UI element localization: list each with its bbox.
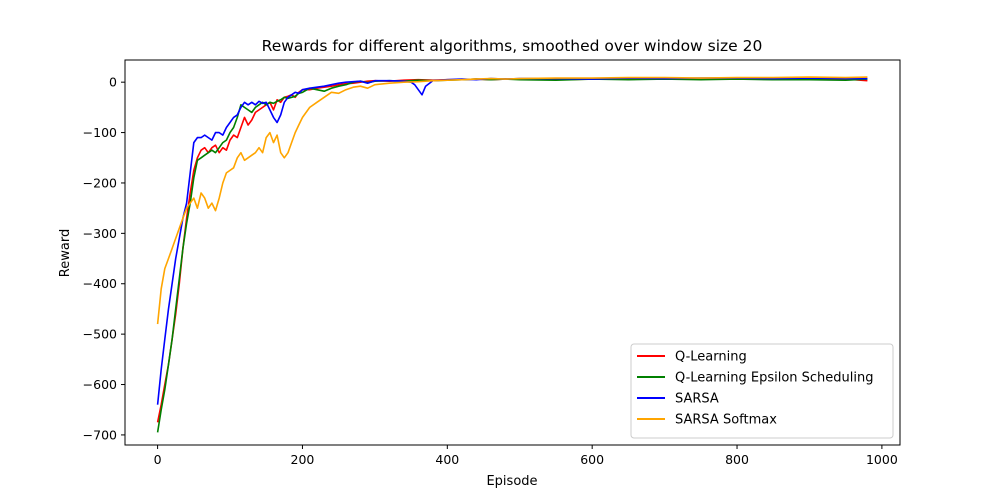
- chart-title: Rewards for different algorithms, smooth…: [262, 37, 763, 55]
- x-tick-label: 1000: [866, 452, 898, 467]
- legend-label: Q-Learning Epsilon Scheduling: [675, 371, 874, 386]
- x-axis: 0 200 400 600 800 1000: [154, 445, 898, 467]
- legend-label: SARSA: [675, 392, 719, 407]
- plot-area: [156, 76, 868, 433]
- plot-frame: [124, 59, 901, 446]
- series-line-3: [156, 76, 868, 325]
- legend: Q-Learning Q-Learning Epsilon Scheduling S…: [630, 343, 894, 439]
- y-tick-label: 0: [109, 75, 117, 90]
- y-axis: −700 −600 −500 −400 −300 −200 −100 0: [83, 75, 125, 442]
- x-tick-label: 0: [154, 452, 162, 467]
- x-axis-label: Episode: [486, 474, 537, 489]
- y-tick-label: −200: [83, 175, 117, 190]
- y-tick-label: −700: [83, 427, 117, 442]
- y-tick-label: −400: [83, 276, 117, 291]
- y-tick-label: −600: [83, 377, 117, 392]
- y-tick-label: −500: [83, 327, 117, 342]
- x-tick-label: 200: [291, 452, 315, 467]
- legend-box: [630, 343, 894, 439]
- y-tick-label: −300: [83, 226, 117, 241]
- y-axis-label: Reward: [58, 229, 73, 277]
- x-tick-label: 400: [435, 452, 459, 467]
- y-tick-label: −100: [83, 125, 117, 140]
- legend-label: SARSA Softmax: [675, 413, 777, 428]
- x-tick-label: 600: [580, 452, 604, 467]
- x-tick-label: 800: [725, 452, 749, 467]
- legend-label: Q-Learning: [675, 350, 747, 365]
